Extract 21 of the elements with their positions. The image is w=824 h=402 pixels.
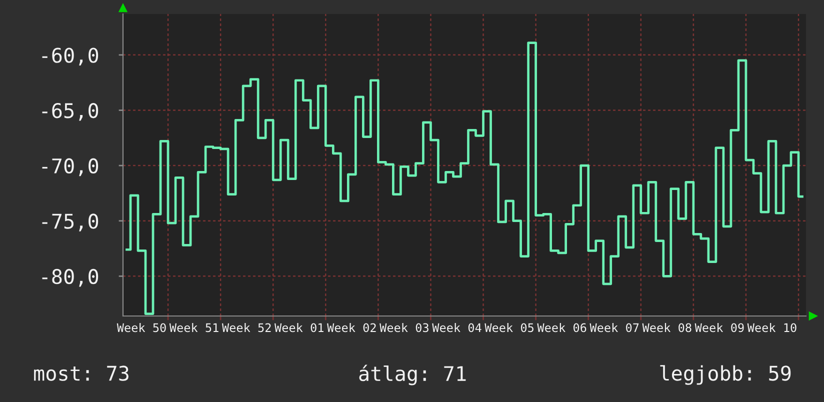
x-tick-label: Week 03: [380, 323, 428, 332]
x-tick-label: Week 51: [169, 323, 218, 332]
x-tick-label: Week 08: [642, 323, 692, 332]
x-tick-label: Week 02: [327, 323, 376, 332]
x-tick-label: Week 06: [537, 323, 586, 332]
x-tick-label: Week 50: [116, 323, 166, 332]
text: átlag: 71: [359, 364, 466, 386]
y-tick-label: -75,0: [42, 214, 98, 232]
x-tick-label: Week 10: [747, 323, 796, 332]
y-tick-label: -60,0: [42, 48, 98, 66]
x-tick-label: Week 09: [694, 323, 744, 332]
x-tick-label: Week 01: [274, 323, 324, 332]
y-tick-label: -70,0: [42, 158, 98, 176]
y-tick-label: -80,0: [42, 268, 98, 287]
x-tick-label: Week 07: [590, 323, 639, 332]
text: most: 73: [34, 366, 128, 381]
x-tick-label: Week 04: [432, 323, 482, 332]
text: legjobb: 59: [660, 365, 791, 385]
x-tick-label: Week 05: [484, 323, 534, 332]
y-tick-label: -65,0: [42, 103, 98, 121]
x-tick-label: Week 52: [222, 323, 271, 332]
